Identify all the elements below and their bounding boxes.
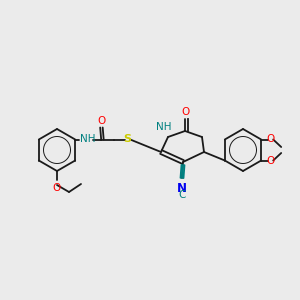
Text: O: O	[97, 116, 105, 125]
Text: C: C	[178, 190, 186, 200]
Text: S: S	[123, 134, 131, 145]
Text: N: N	[177, 182, 187, 195]
Text: NH: NH	[80, 134, 96, 145]
Text: O: O	[53, 183, 61, 193]
Text: O: O	[266, 134, 274, 145]
Text: O: O	[266, 155, 274, 166]
Text: O: O	[182, 107, 190, 117]
Text: NH: NH	[156, 122, 172, 132]
